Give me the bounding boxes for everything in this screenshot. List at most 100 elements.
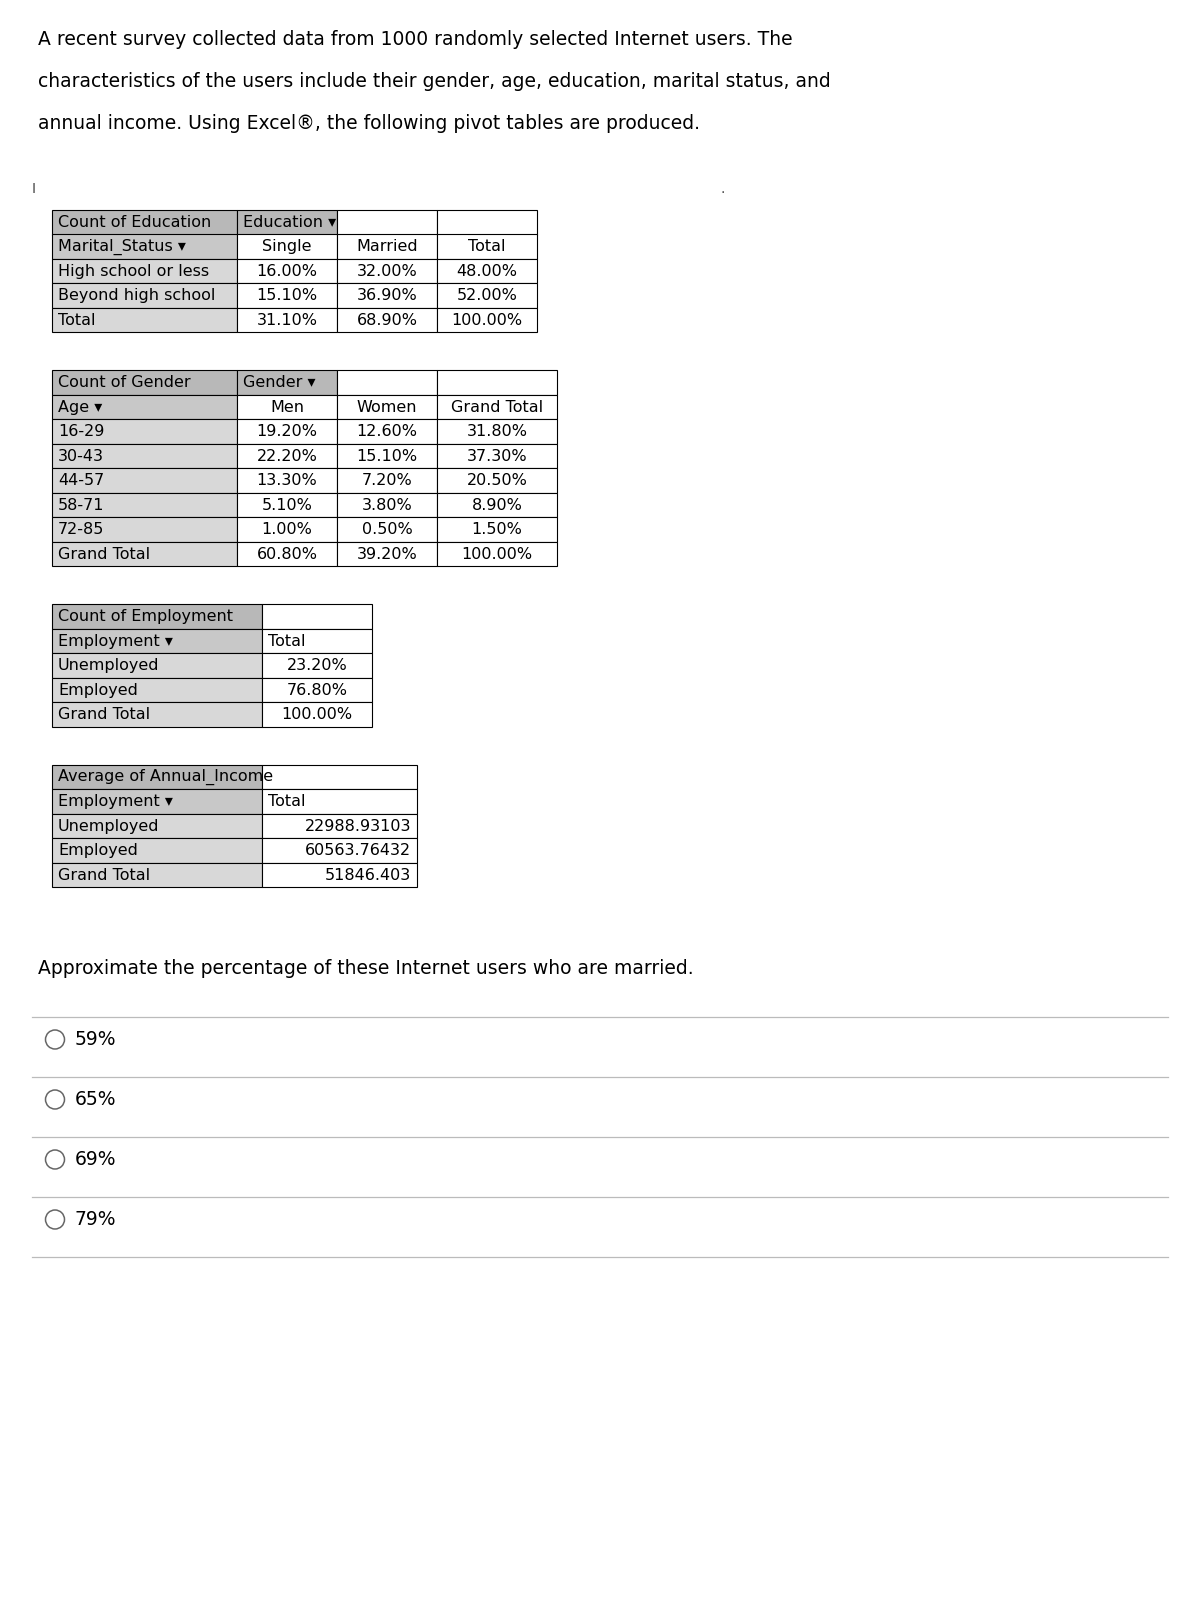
Bar <box>437 444 557 468</box>
Bar <box>262 605 372 629</box>
Bar <box>437 307 538 333</box>
Bar <box>238 235 337 259</box>
Text: Approximate the percentage of these Internet users who are married.: Approximate the percentage of these Inte… <box>38 959 694 978</box>
Bar <box>52 211 238 235</box>
Bar <box>262 790 418 814</box>
Text: 8.90%: 8.90% <box>472 497 522 513</box>
Bar <box>52 764 262 790</box>
Bar <box>238 420 337 444</box>
Text: 69%: 69% <box>74 1150 116 1170</box>
Text: characteristics of the users include their gender, age, education, marital statu: characteristics of the users include the… <box>38 72 830 92</box>
Bar <box>52 518 238 542</box>
Text: .: . <box>720 182 725 196</box>
Bar <box>437 283 538 307</box>
Text: Employed: Employed <box>58 682 138 698</box>
Bar <box>337 211 437 235</box>
Bar <box>262 629 372 653</box>
Text: Women: Women <box>356 399 418 415</box>
Text: 37.30%: 37.30% <box>467 449 527 463</box>
Circle shape <box>46 1150 65 1170</box>
Text: 39.20%: 39.20% <box>356 547 418 562</box>
Text: 68.90%: 68.90% <box>356 312 418 328</box>
Bar <box>238 394 337 420</box>
Text: 13.30%: 13.30% <box>257 473 317 488</box>
Bar <box>52 259 238 283</box>
Text: Count of Education: Count of Education <box>58 214 211 230</box>
Text: 5.10%: 5.10% <box>262 497 312 513</box>
Bar <box>437 211 538 235</box>
Bar <box>337 420 437 444</box>
Bar <box>337 307 437 333</box>
Circle shape <box>46 1210 65 1229</box>
Text: Single: Single <box>263 240 312 254</box>
Bar <box>238 370 337 394</box>
Text: Count of Gender: Count of Gender <box>58 375 191 391</box>
Text: 60.80%: 60.80% <box>257 547 318 562</box>
Bar <box>238 444 337 468</box>
Bar <box>238 307 337 333</box>
Bar <box>437 235 538 259</box>
Bar <box>52 838 262 862</box>
Bar <box>238 542 337 566</box>
Bar <box>437 420 557 444</box>
Bar <box>337 444 437 468</box>
Bar <box>437 518 557 542</box>
Bar <box>337 259 437 283</box>
Circle shape <box>46 1089 65 1109</box>
Text: 36.90%: 36.90% <box>356 288 418 302</box>
Bar <box>337 492 437 518</box>
Text: Grand Total: Grand Total <box>58 547 150 562</box>
Bar <box>52 814 262 838</box>
Text: Marital_Status ▾: Marital_Status ▾ <box>58 238 186 254</box>
Text: Employment ▾: Employment ▾ <box>58 795 173 809</box>
Text: 100.00%: 100.00% <box>282 708 353 722</box>
Bar <box>262 677 372 703</box>
Bar <box>52 542 238 566</box>
Text: Beyond high school: Beyond high school <box>58 288 215 302</box>
Bar <box>437 259 538 283</box>
Text: 100.00%: 100.00% <box>451 312 522 328</box>
Bar <box>262 838 418 862</box>
Text: I: I <box>32 182 36 196</box>
Bar <box>337 468 437 492</box>
Text: 12.60%: 12.60% <box>356 425 418 439</box>
Text: Grand Total: Grand Total <box>58 867 150 883</box>
Bar <box>52 370 238 394</box>
Text: A recent survey collected data from 1000 randomly selected Internet users. The: A recent survey collected data from 1000… <box>38 31 793 48</box>
Bar <box>262 703 372 727</box>
Bar <box>337 370 437 394</box>
Text: Men: Men <box>270 399 304 415</box>
Bar <box>52 283 238 307</box>
Text: Gender ▾: Gender ▾ <box>244 375 316 391</box>
Text: 76.80%: 76.80% <box>287 682 348 698</box>
Text: 15.10%: 15.10% <box>356 449 418 463</box>
Text: Grand Total: Grand Total <box>58 708 150 722</box>
Bar <box>437 370 557 394</box>
Circle shape <box>46 1030 65 1049</box>
Bar <box>337 283 437 307</box>
Text: 30-43: 30-43 <box>58 449 104 463</box>
Text: 1.00%: 1.00% <box>262 523 312 537</box>
Text: High school or less: High school or less <box>58 264 209 278</box>
Text: Unemployed: Unemployed <box>58 819 160 833</box>
Text: Unemployed: Unemployed <box>58 658 160 673</box>
Bar <box>437 542 557 566</box>
Text: 65%: 65% <box>74 1089 116 1109</box>
Bar <box>52 653 262 677</box>
Bar <box>52 677 262 703</box>
Text: Employment ▾: Employment ▾ <box>58 634 173 648</box>
Bar <box>52 703 262 727</box>
Text: 3.80%: 3.80% <box>361 497 413 513</box>
Bar <box>238 468 337 492</box>
Text: Age ▾: Age ▾ <box>58 399 102 415</box>
Bar <box>262 814 418 838</box>
Text: 0.50%: 0.50% <box>361 523 413 537</box>
Text: 58-71: 58-71 <box>58 497 104 513</box>
Text: Total: Total <box>268 634 306 648</box>
Bar <box>437 394 557 420</box>
Bar <box>52 420 238 444</box>
Bar <box>52 605 262 629</box>
Bar <box>337 518 437 542</box>
Text: Education ▾: Education ▾ <box>244 214 336 230</box>
Bar <box>52 790 262 814</box>
